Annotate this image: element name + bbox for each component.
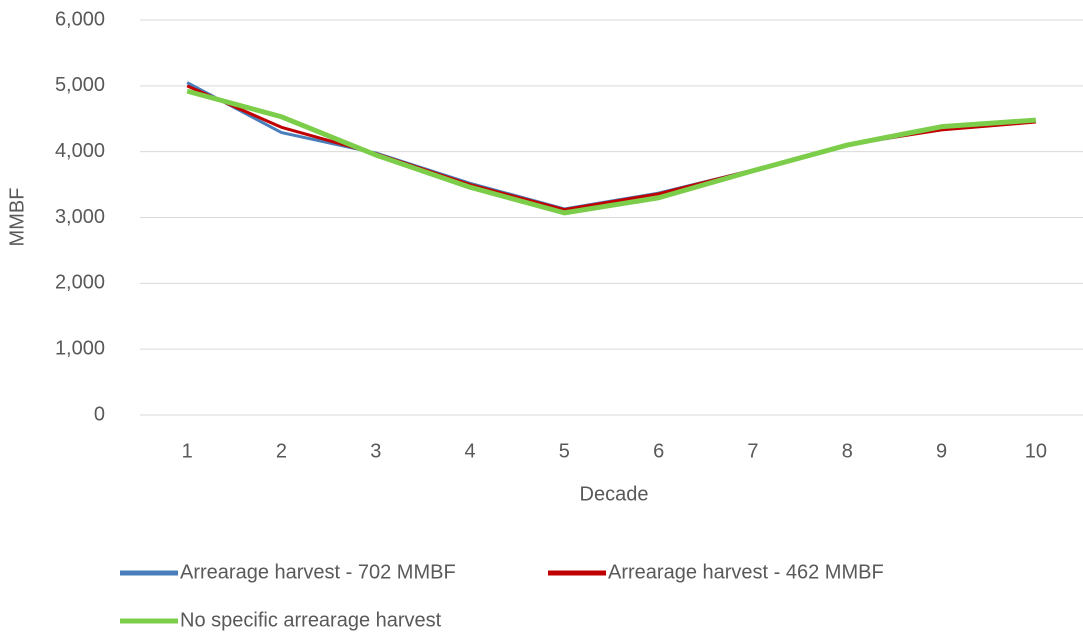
x-tick-label: 1: [182, 440, 193, 462]
y-tick-label: 3,000: [55, 206, 105, 228]
y-axis-label: MMBF: [6, 188, 28, 247]
y-tick-label: 1,000: [55, 337, 105, 359]
y-tick-label: 6,000: [55, 8, 105, 30]
x-tick-label: 5: [559, 440, 570, 462]
x-tick-label: 10: [1025, 440, 1047, 462]
y-tick-label: 2,000: [55, 272, 105, 294]
x-tick-label: 6: [653, 440, 664, 462]
legend-label: No specific arrearage harvest: [180, 609, 442, 631]
legend-label: Arrearage harvest - 702 MMBF: [180, 561, 456, 583]
x-tick-label: 2: [276, 440, 287, 462]
series-line: [186, 81, 1036, 211]
series-line: [186, 84, 1036, 212]
x-tick-label: 7: [747, 440, 758, 462]
y-tick-label: 0: [94, 403, 105, 425]
x-tick-label: 4: [464, 440, 475, 462]
y-tick-label: 4,000: [55, 140, 105, 162]
x-tick-label: 3: [370, 440, 381, 462]
series-line: [186, 88, 1037, 216]
x-axis-label: Decade: [580, 483, 649, 505]
legend-label: Arrearage harvest - 462 MMBF: [608, 561, 884, 583]
y-tick-label: 5,000: [55, 74, 105, 96]
x-tick-label: 8: [842, 440, 853, 462]
x-tick-label: 9: [936, 440, 947, 462]
